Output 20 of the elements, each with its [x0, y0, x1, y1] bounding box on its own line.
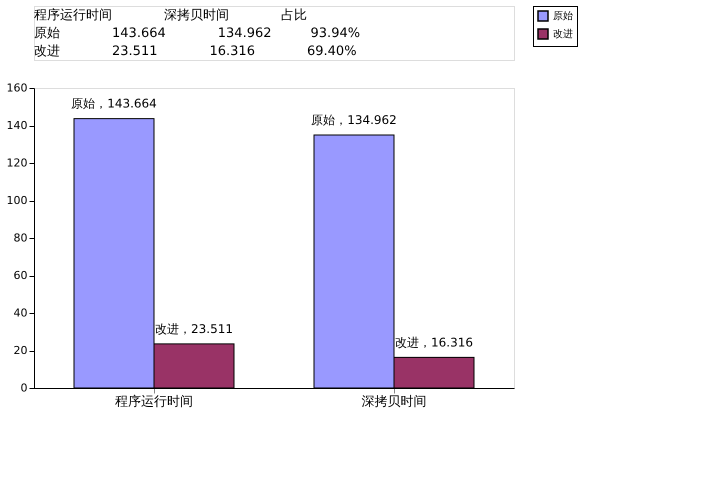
y-tick-label: 40 [14, 306, 28, 320]
y-tick-label: 120 [6, 156, 28, 170]
x-tick-label: 深拷贝时间 [362, 394, 426, 410]
y-tick-label: 100 [6, 194, 28, 207]
y-tick-label: 60 [14, 269, 28, 282]
y-tick-label: 140 [6, 119, 28, 132]
y-tick-label: 20 [14, 344, 28, 357]
y-tick-label: 160 [6, 82, 28, 94]
y-tick-label: 80 [14, 232, 28, 244]
x-tick-label: 程序运行时间 [115, 394, 193, 410]
text: 原始 143.664 134.962 93.94% [34, 26, 360, 41]
text: 改进 23.511 16.316 69.40% [34, 44, 357, 59]
data-label: 改进，16.316 [395, 335, 473, 350]
data-label: 原始，134.962 [311, 112, 397, 127]
legend-label: 改进 [553, 28, 573, 40]
text: 程序运行时间 深拷贝时间 占比 [34, 7, 307, 23]
data-label: 改进，23.511 [155, 322, 233, 336]
data-label: 原始，143.664 [71, 96, 157, 111]
legend-label: 原始 [553, 11, 573, 22]
y-tick-label: 0 [20, 382, 28, 394]
